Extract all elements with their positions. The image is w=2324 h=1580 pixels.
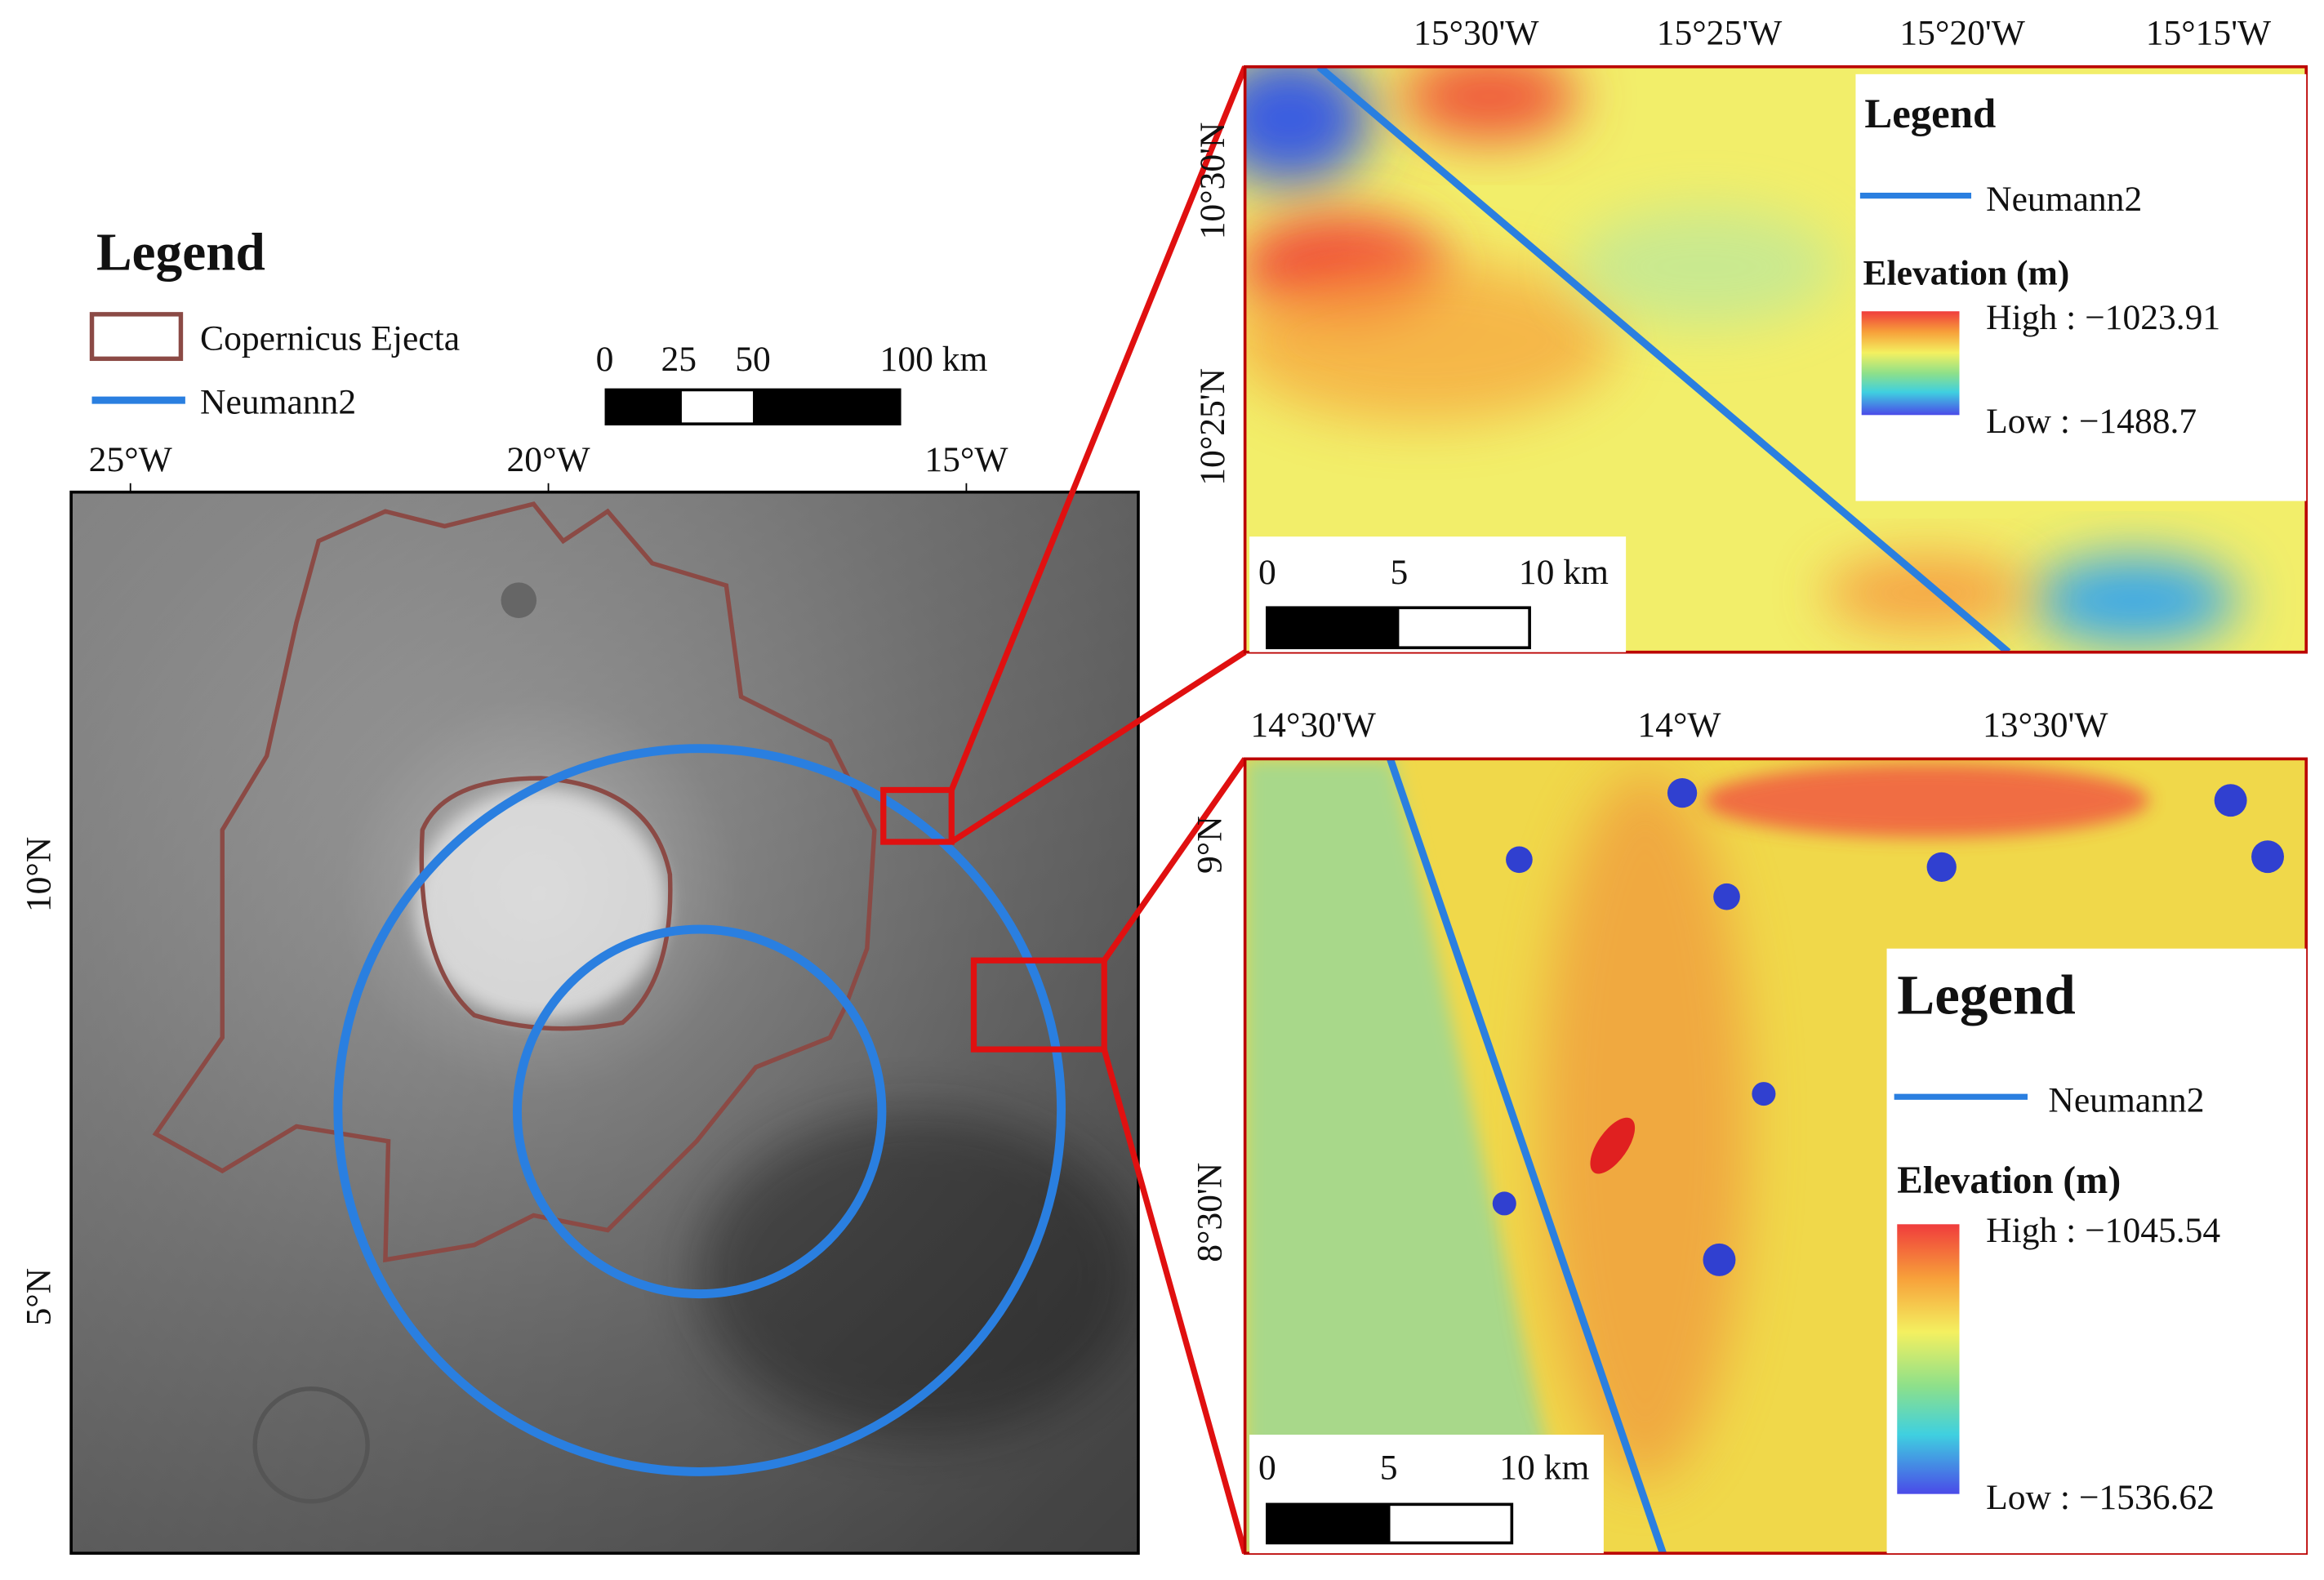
scale-bar-segment <box>681 391 754 423</box>
ejecta-outline <box>152 501 877 1263</box>
legend-item: Neumann2 <box>200 382 356 421</box>
x-label: 15°20'W <box>1899 14 2025 53</box>
shading <box>71 492 1138 1554</box>
legend-item: Neumann2 <box>2048 1080 2204 1119</box>
legend-swatch <box>89 312 184 362</box>
connector <box>1102 757 1248 963</box>
connector <box>1101 1048 1249 1555</box>
connector <box>948 65 1249 791</box>
neumann2-outer-ring <box>333 744 1066 1476</box>
high-area <box>1590 1117 1636 1174</box>
low-area <box>2030 555 2238 645</box>
legend-title: Legend <box>96 223 265 282</box>
pit <box>1492 1191 1516 1216</box>
scale-label: 0 <box>1258 1448 1276 1487</box>
mid-area <box>1244 259 1616 423</box>
pit <box>2214 784 2247 817</box>
scale-label: 25 <box>661 340 697 379</box>
small-crater <box>252 1386 370 1504</box>
scale-label: 10 km <box>1519 553 1609 592</box>
x-label: 14°30'W <box>1250 705 1376 745</box>
legend-item: Copernicus Ejecta <box>200 318 460 358</box>
y-label: 5°N <box>20 1268 59 1326</box>
scale-label: 0 <box>1258 553 1276 592</box>
legend-box <box>1855 73 2307 501</box>
legend-subtitle: Elevation (m) <box>1897 1159 2121 1202</box>
legend-item: Neumann2 <box>1986 180 2142 219</box>
small-crater <box>501 582 537 618</box>
pit <box>1713 883 1740 910</box>
y-label: 9°N <box>1191 816 1230 874</box>
scale-label: 100 km <box>880 340 988 379</box>
scale-label: 0 <box>596 340 614 379</box>
legend-high: High : −1023.91 <box>1986 298 2220 337</box>
x-label: 13°30'W <box>1983 705 2108 745</box>
scale-label: 10 km <box>1499 1448 1589 1487</box>
pit <box>1506 846 1533 874</box>
pit <box>1667 777 1698 808</box>
high-area <box>1541 770 1749 1483</box>
high-area <box>1704 763 2149 838</box>
crater-floor <box>415 788 667 1020</box>
legend-title: Legend <box>1897 964 2075 1026</box>
main-map <box>71 492 1138 1554</box>
pit <box>1926 852 1957 883</box>
pit <box>1752 1082 1776 1106</box>
low-area <box>1244 759 1571 1554</box>
scale-bar-segment <box>1267 608 1400 648</box>
y-label: 10°N <box>20 837 59 912</box>
legend-subtitle: Elevation (m) <box>1863 254 2070 293</box>
connector <box>950 649 1247 845</box>
color-bar <box>1861 311 1960 416</box>
color-bar <box>1897 1224 1960 1494</box>
main-frame <box>69 490 1140 1556</box>
pit <box>1703 1243 1736 1276</box>
y-label: 10°25'N <box>1193 368 1232 486</box>
scale-label: 50 <box>735 340 771 379</box>
neumann2-line <box>1387 759 1667 1554</box>
x-label: 15°30'W <box>1414 14 1539 53</box>
x-label: 14°W <box>1637 705 1721 745</box>
x-label: 15°15'W <box>2146 14 2272 53</box>
high-area <box>1823 555 2031 630</box>
crater-outline <box>419 776 673 1031</box>
legend-low: Low : −1488.7 <box>1986 402 2197 441</box>
legend-title: Legend <box>1864 91 1996 136</box>
neumann2-inner-ring <box>513 924 887 1299</box>
x-label: 15°W <box>924 440 1008 479</box>
y-label: 8°30'N <box>1191 1163 1230 1262</box>
y-label: 10°30'N <box>1193 122 1232 240</box>
scale-label: 5 <box>1380 1448 1398 1487</box>
mid-area <box>1570 207 1838 327</box>
scale-label: 5 <box>1391 553 1409 592</box>
legend-low: Low : −1536.62 <box>1986 1478 2215 1517</box>
legend-high: High : −1045.54 <box>1986 1211 2220 1250</box>
x-label: 15°25'W <box>1657 14 1783 53</box>
high-area <box>1400 66 1578 141</box>
x-label: 20°W <box>507 440 591 479</box>
pit <box>2251 840 2284 874</box>
scale-bar-segment <box>1267 1504 1391 1543</box>
neumann2-line <box>1316 66 2011 652</box>
zoom-box <box>970 957 1107 1053</box>
x-label: 25°W <box>89 440 173 479</box>
zoom-box <box>880 786 955 845</box>
low-area <box>1244 66 1371 185</box>
